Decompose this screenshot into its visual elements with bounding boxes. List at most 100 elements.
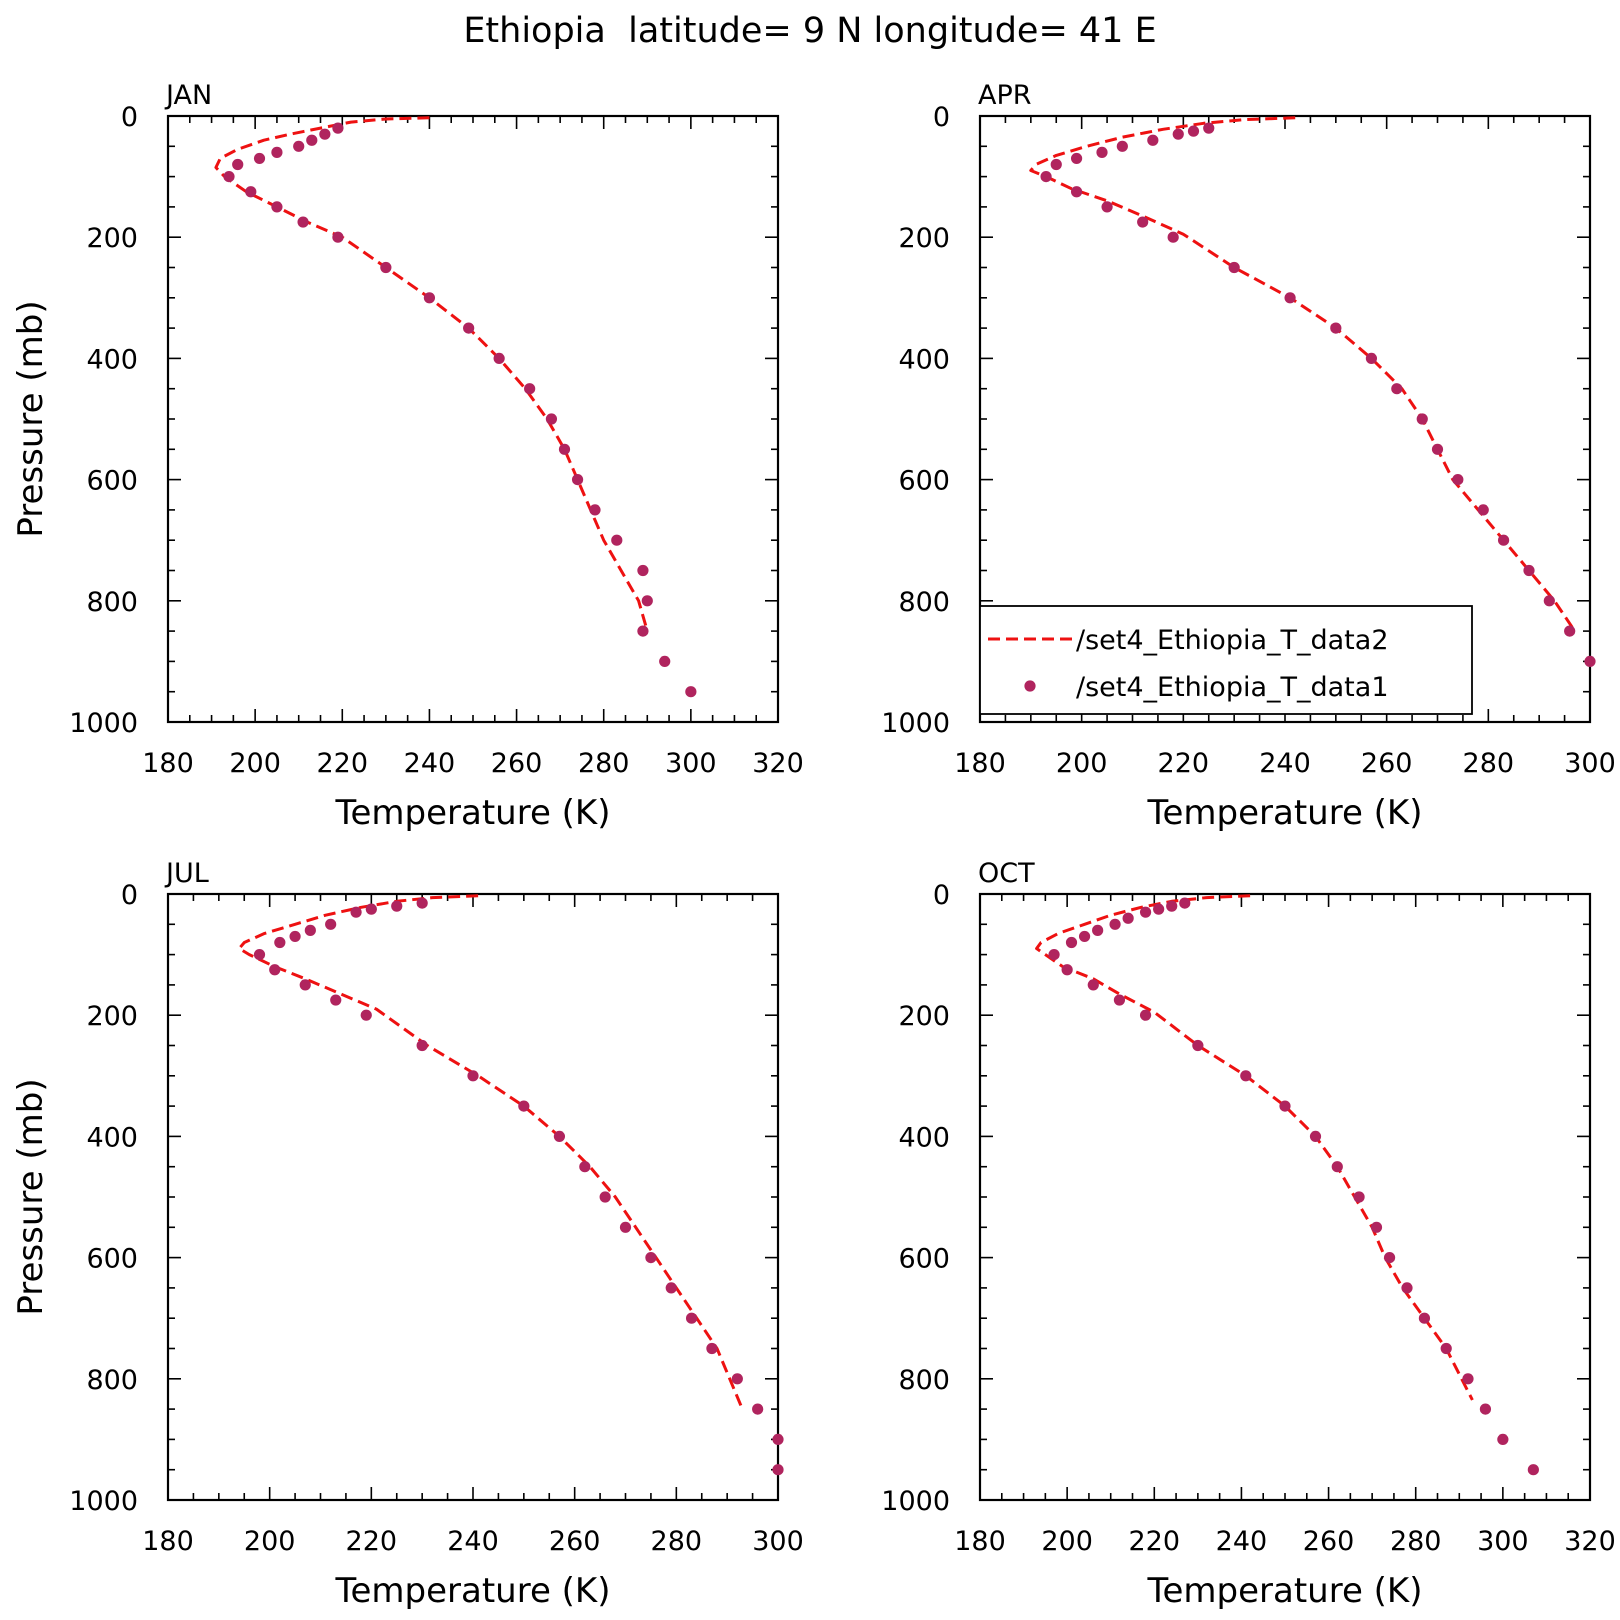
data-point-data1 (1383, 1252, 1396, 1264)
data-point-data1 (641, 595, 653, 607)
data-point-data1 (1187, 125, 1200, 137)
data-point-data1 (493, 352, 505, 364)
series-line-data2 (214, 116, 649, 632)
data-point-data1 (553, 1130, 566, 1142)
y-tick-label: 600 (898, 466, 950, 497)
data-point-data1 (571, 474, 584, 486)
x-tick-label: 300 (752, 1526, 804, 1557)
data-point-data1 (1228, 261, 1240, 274)
data-point-data1 (293, 140, 305, 152)
x-tick-label: 180 (142, 748, 194, 779)
data-point-data1 (645, 1252, 657, 1264)
data-point-data1 (1139, 1009, 1152, 1021)
data-point-data1 (330, 994, 342, 1006)
x-tick-label: 220 (346, 1526, 398, 1557)
data-point-data1 (1137, 216, 1149, 228)
x-tick-label: 260 (1303, 1526, 1355, 1557)
data-point-data1 (380, 261, 392, 274)
data-point-data1 (271, 201, 283, 213)
data-point-data1 (297, 216, 309, 228)
data-point-data1 (1331, 1161, 1343, 1173)
x-tick-label: 240 (1259, 748, 1311, 779)
data-point-data1 (1172, 128, 1184, 140)
x-tick-label: 200 (244, 1526, 296, 1557)
y-tick-label: 600 (898, 1244, 950, 1275)
data-point-data1 (1203, 122, 1215, 134)
y-tick-label: 200 (898, 1001, 950, 1032)
data-point-data1 (706, 1342, 718, 1355)
x-tick-label: 280 (578, 748, 630, 779)
chart-panel-jul: JUL 180 200 220 240 260 280 300 0 200 400 600 800 100… (11, 858, 804, 1611)
data-point-data1 (467, 1070, 479, 1082)
y-tick-label: 1000 (881, 1486, 950, 1517)
data-point-data1 (1040, 171, 1052, 183)
data-point-data1 (1527, 1464, 1539, 1476)
y-tick-label: 1000 (69, 708, 138, 739)
data-point-data1 (360, 1009, 372, 1021)
data-point-data1 (1353, 1191, 1365, 1203)
data-point-data1 (304, 924, 316, 936)
data-point-data1 (1330, 322, 1342, 334)
data-point-data1 (685, 686, 697, 698)
data-point-data1 (416, 897, 428, 909)
x-tick-label: 240 (1216, 1526, 1268, 1557)
data-point-data1 (1179, 897, 1191, 909)
x-axis-label: Temperature (K) (334, 1571, 610, 1611)
x-tick-label: 300 (1564, 748, 1616, 779)
y-tick-label: 400 (86, 344, 138, 375)
data-point-data1 (1452, 474, 1464, 486)
data-point-data1 (545, 413, 558, 425)
chart-legend: /set4_Ethiopia_T_data2/set4_Ethiopia_T_d… (979, 605, 1473, 715)
x-tick-label: 240 (404, 748, 456, 779)
x-tick-label: 180 (954, 748, 1006, 779)
panel-label: APR (978, 80, 1032, 111)
data-point-data1 (599, 1191, 611, 1203)
data-point-data1 (332, 122, 344, 134)
x-tick-label: 200 (1056, 748, 1108, 779)
data-point-data1 (463, 322, 475, 334)
data-point-data1 (289, 930, 301, 943)
y-tick-label: 400 (898, 344, 950, 375)
data-point-data1 (423, 292, 436, 304)
x-tick-label: 280 (651, 1526, 703, 1557)
data-point-data1 (269, 964, 281, 976)
data-point-data1 (558, 443, 571, 455)
x-axis-label: Temperature (K) (1146, 793, 1422, 833)
x-tick-label: 200 (229, 748, 281, 779)
legend-marker-swatch (1024, 680, 1036, 692)
data-point-data1 (1279, 1100, 1291, 1112)
data-point-data1 (1391, 383, 1403, 395)
data-point-data1 (752, 1403, 764, 1415)
data-point-data1 (637, 564, 649, 577)
data-point-data1 (319, 128, 331, 140)
y-tick-label: 0 (121, 880, 138, 911)
data-point-data1 (253, 152, 266, 165)
plot-frame (978, 892, 1592, 1502)
x-tick-label: 320 (752, 748, 804, 779)
data-point-data1 (391, 900, 403, 912)
data-point-data1 (772, 1464, 784, 1476)
data-point-data1 (1192, 1039, 1204, 1052)
y-tick-label: 800 (86, 1365, 138, 1396)
data-point-data1 (1147, 134, 1159, 146)
x-tick-label: 260 (1361, 748, 1413, 779)
data-point-data1 (611, 534, 623, 546)
data-point-data1 (1543, 595, 1555, 607)
data-point-data1 (1564, 625, 1576, 637)
data-point-data1 (223, 171, 235, 183)
panel-label: JAN (164, 80, 212, 111)
data-point-data1 (1479, 1403, 1492, 1415)
data-point-data1 (1048, 949, 1060, 961)
data-point-data1 (524, 383, 536, 395)
y-tick-label: 400 (898, 1122, 950, 1153)
figure-title: Ethiopia latitude= 9 N longitude= 41 E (463, 11, 1156, 51)
x-tick-label: 260 (491, 748, 543, 779)
y-axis-label: Pressure (mb) (11, 300, 51, 537)
x-tick-label: 180 (142, 1526, 194, 1557)
data-point-data1 (299, 979, 311, 991)
y-tick-label: 600 (86, 466, 138, 497)
data-point-data1 (1139, 906, 1152, 918)
data-point-data1 (1153, 903, 1165, 915)
data-point-data1 (350, 906, 362, 918)
